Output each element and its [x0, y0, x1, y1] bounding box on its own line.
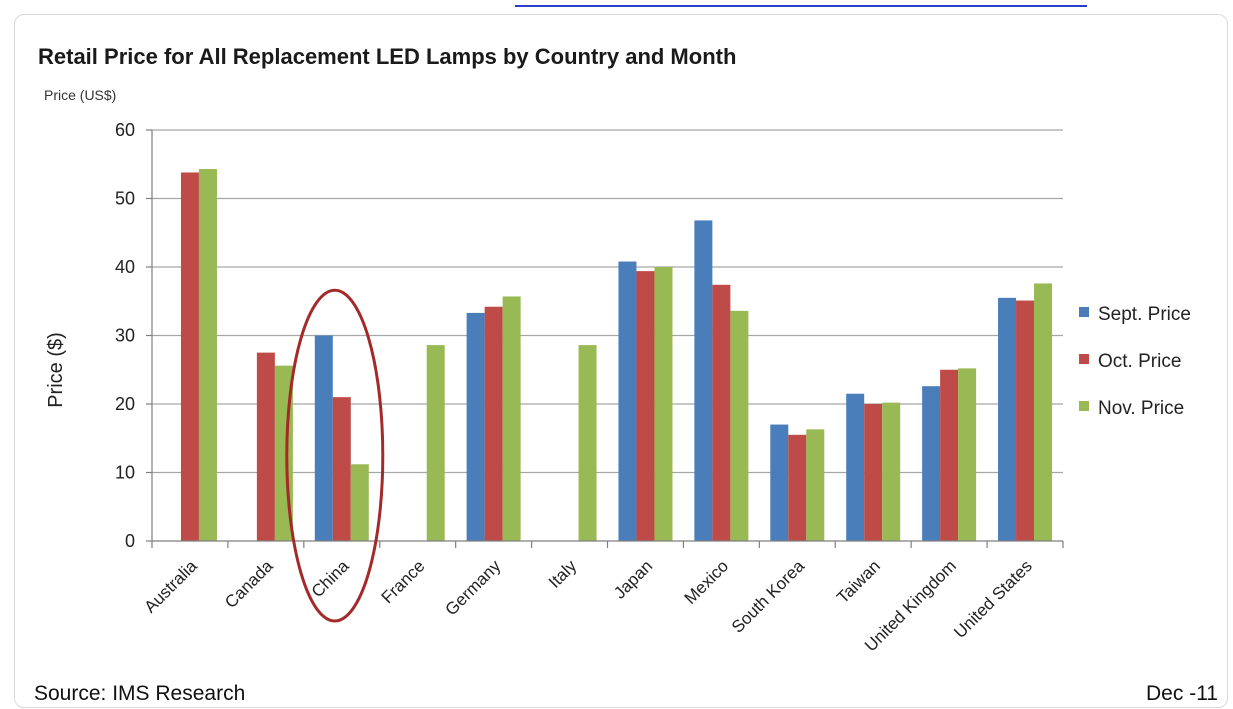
- bar-germany-nov-price: [502, 296, 521, 541]
- x-label-germany: Germany: [442, 556, 505, 619]
- x-label-taiwan: Taiwan: [833, 556, 884, 607]
- legend-swatch-sept-price: [1079, 307, 1089, 317]
- bar-japan-sept-price: [618, 261, 637, 541]
- bar-mexico-sept-price: [694, 220, 713, 542]
- bar-france-nov-price: [426, 345, 445, 541]
- bar-japan-nov-price: [654, 267, 673, 541]
- x-label-australia: Australia: [141, 556, 202, 617]
- y-axis-label: Price ($): [45, 332, 67, 408]
- bar-japan-oct-price: [636, 271, 655, 541]
- x-label-mexico: Mexico: [681, 556, 733, 608]
- date-note: Dec -11: [1146, 682, 1218, 705]
- x-label-united-states: United States: [950, 556, 1036, 642]
- bar-united-states-nov-price: [1034, 283, 1053, 541]
- legend-label-sept-price: Sept. Price: [1098, 304, 1191, 325]
- annotation-layer: [285, 288, 385, 623]
- y-tick-labels: 0 10 20 30 40 50 60: [115, 120, 135, 551]
- bars: [180, 169, 1053, 542]
- bar-united-kingdom-nov-price: [958, 368, 977, 541]
- y-tick-0: 0: [125, 531, 135, 551]
- bar-south-korea-oct-price: [788, 434, 807, 541]
- legend-swatch-nov-price: [1079, 401, 1089, 411]
- bar-united-states-sept-price: [998, 297, 1017, 541]
- bar-mexico-oct-price: [712, 284, 731, 541]
- x-category-labels: Australia Canada China France Germany Italy Ja…: [141, 556, 1036, 655]
- bar-taiwan-oct-price: [864, 404, 883, 541]
- page-top-strip: [0, 0, 1233, 8]
- bar-south-korea-nov-price: [806, 429, 825, 541]
- x-label-china: China: [308, 556, 353, 601]
- top-hyperlink-underline[interactable]: [515, 0, 1087, 7]
- y-tick-40: 40: [115, 257, 135, 277]
- bar-canada-oct-price: [256, 352, 275, 541]
- bar-china-sept-price: [314, 335, 333, 541]
- bar-australia-nov-price: [198, 169, 217, 542]
- y-tick-20: 20: [115, 394, 135, 414]
- bar-australia-oct-price: [180, 172, 199, 541]
- x-label-japan: Japan: [610, 556, 656, 602]
- source-note: Source: IMS Research: [34, 682, 245, 705]
- x-label-canada: Canada: [221, 556, 277, 612]
- y-tick-10: 10: [115, 463, 135, 483]
- legend-label-nov-price: Nov. Price: [1098, 398, 1184, 419]
- bar-united-kingdom-oct-price: [940, 369, 959, 541]
- bar-united-kingdom-sept-price: [922, 386, 941, 541]
- chart-title: Retail Price for All Replacement LED Lam…: [38, 44, 736, 69]
- bar-germany-oct-price: [484, 306, 503, 541]
- axes: [146, 129, 1064, 548]
- legend-label-oct-price: Oct. Price: [1098, 351, 1181, 372]
- legend-swatch-oct-price: [1079, 354, 1089, 364]
- bar-mexico-nov-price: [730, 310, 749, 541]
- y-tick-50: 50: [115, 189, 135, 209]
- y-tick-30: 30: [115, 326, 135, 346]
- x-label-south-korea: South Korea: [728, 556, 809, 637]
- bar-taiwan-nov-price: [882, 402, 901, 541]
- legend: Sept. Price Oct. Price Nov. Price: [1079, 304, 1191, 419]
- chart-subtitle: Price (US$): [44, 87, 116, 103]
- x-label-france: France: [378, 556, 429, 607]
- x-label-italy: Italy: [545, 556, 581, 592]
- bar-united-states-oct-price: [1016, 300, 1035, 541]
- bar-germany-sept-price: [466, 312, 485, 541]
- bar-italy-nov-price: [578, 345, 597, 541]
- gridlines: [152, 129, 1063, 474]
- bar-china-oct-price: [332, 397, 351, 541]
- bar-south-korea-sept-price: [770, 424, 789, 541]
- bar-taiwan-sept-price: [846, 393, 865, 541]
- bar-china-nov-price: [350, 464, 369, 541]
- annotation-ellipse-china: [285, 288, 385, 623]
- y-tick-60: 60: [115, 120, 135, 140]
